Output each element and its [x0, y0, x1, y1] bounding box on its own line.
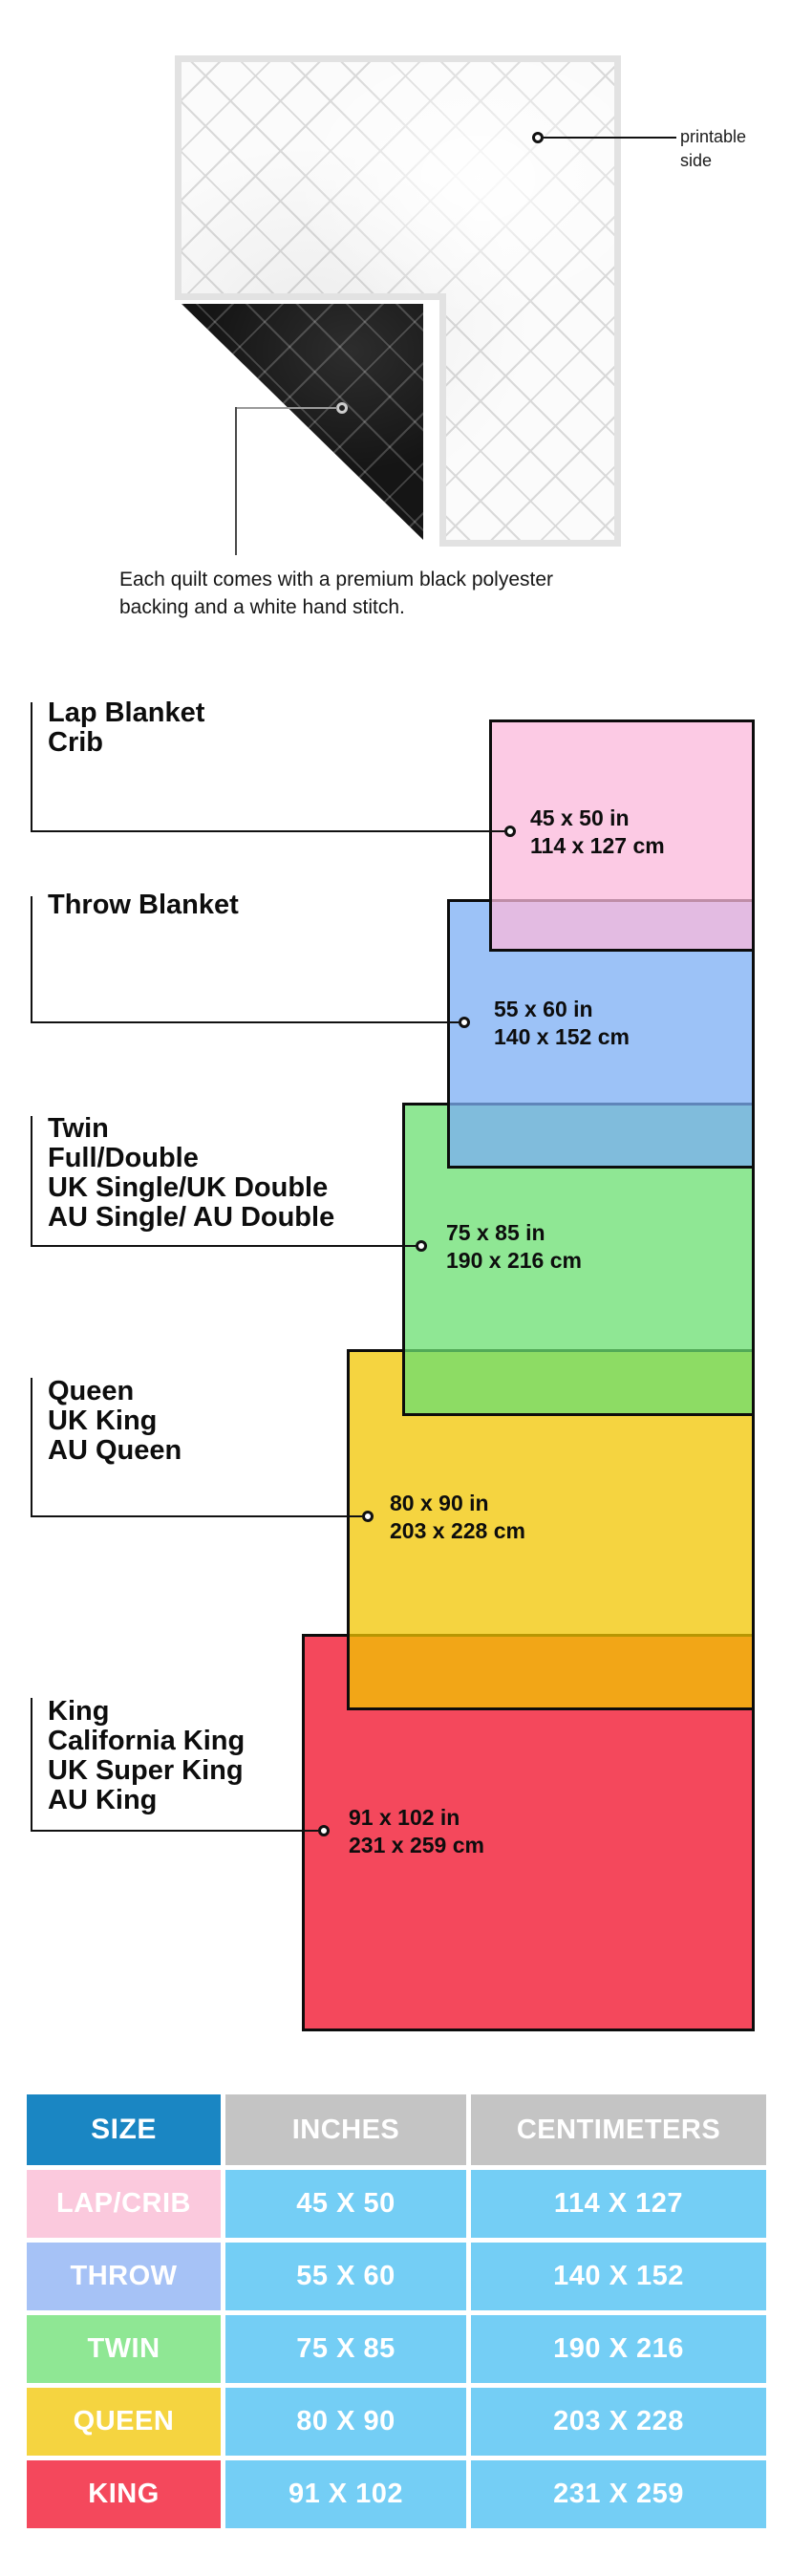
lap-leader-vertical: [31, 702, 32, 832]
throw-dot-icon: [459, 1017, 470, 1028]
table-cell-twin-inches: 75 X 85: [225, 2315, 466, 2383]
table-cell-king-cm: 231 X 259: [471, 2460, 766, 2528]
king-leader-vertical: [31, 1698, 32, 1832]
printable-side-leader-line: [544, 137, 676, 139]
quilt-backing-black-triangle: [182, 304, 423, 540]
throw-leader-vertical: [31, 896, 32, 1023]
table-header-inches: INCHES: [225, 2094, 466, 2165]
twin-dot-icon: [416, 1240, 427, 1252]
table-row-label-king: KING: [27, 2460, 221, 2528]
label-lap-crib: Lap Blanket Crib: [48, 698, 205, 758]
table-row-label-queen: QUEEN: [27, 2388, 221, 2456]
table-cell-throw-cm: 140 X 152: [471, 2243, 766, 2310]
quilt-caption: Each quilt comes with a premium black po…: [119, 569, 554, 618]
queen-leader-vertical: [31, 1378, 32, 1517]
table-cell-twin-cm: 190 X 216: [471, 2315, 766, 2383]
label-king: King California King UK Super King AU Ki…: [48, 1696, 246, 1815]
table-cell-king-inches: 91 X 102: [225, 2460, 466, 2528]
twin-leader-vertical: [31, 1116, 32, 1247]
dims-queen: 80 x 90 in 203 x 228 cm: [390, 1491, 525, 1543]
table-cell-lap-cm: 114 X 127: [471, 2170, 766, 2238]
table-row-label-twin: TWIN: [27, 2315, 221, 2383]
king-dot-icon: [318, 1825, 330, 1836]
table-header-centimeters: CENTIMETERS: [471, 2094, 766, 2165]
table-row-label-throw: THROW: [27, 2243, 221, 2310]
table-cell-lap-inches: 45 X 50: [225, 2170, 466, 2238]
lap-dot-icon: [504, 826, 516, 837]
printable-side-marker-dot-icon: [532, 132, 544, 143]
backing-marker-dot-icon: [336, 402, 348, 414]
table-header-size: SIZE: [27, 2094, 221, 2165]
dims-twin: 75 x 85 in 190 x 216 cm: [446, 1220, 582, 1273]
table-cell-throw-inches: 55 X 60: [225, 2243, 466, 2310]
dims-throw: 55 x 60 in 140 x 152 cm: [494, 997, 630, 1049]
label-throw: Throw Blanket: [48, 890, 239, 920]
throw-leader-horizontal: [31, 1021, 459, 1023]
label-twin: Twin Full/Double UK Single/UK Double AU …: [48, 1113, 335, 1233]
table-cell-queen-inches: 80 X 90: [225, 2388, 466, 2456]
label-queen: Queen UK King AU Queen: [48, 1376, 182, 1466]
queen-dot-icon: [362, 1511, 374, 1522]
table-row-label-lap-crib: LAP/CRIB: [27, 2170, 221, 2238]
printable-side-label: printable side: [680, 127, 747, 170]
king-leader-horizontal: [31, 1830, 318, 1832]
size-table: SIZE INCHES CENTIMETERS LAP/CRIB 45 X 50…: [27, 2094, 766, 2528]
queen-leader-horizontal: [31, 1515, 362, 1517]
dims-lap-crib: 45 x 50 in 114 x 127 cm: [530, 805, 665, 858]
table-cell-queen-cm: 203 X 228: [471, 2388, 766, 2456]
twin-leader-horizontal: [31, 1245, 416, 1247]
backing-leader-line-vertical: [235, 407, 237, 555]
lap-leader-horizontal: [31, 830, 504, 832]
size-rect-lap-crib: [489, 719, 755, 952]
backing-leader-line-horizontal: [236, 407, 337, 409]
dims-king: 91 x 102 in 231 x 259 cm: [349, 1805, 484, 1857]
